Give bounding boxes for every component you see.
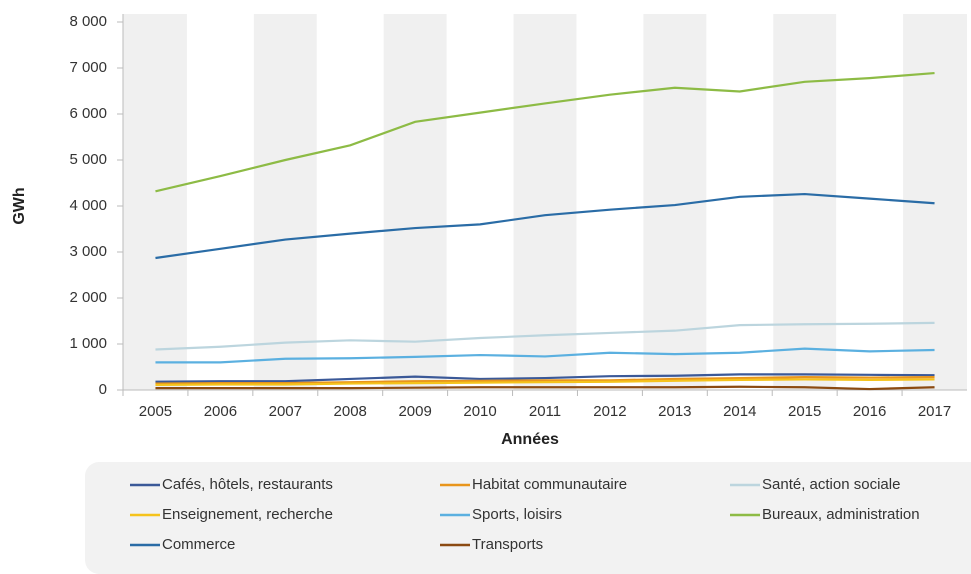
x-tick-label: 2013	[658, 403, 691, 420]
x-tick-label: 2007	[269, 403, 302, 420]
x-tick-label: 2017	[918, 403, 951, 420]
band	[382, 14, 448, 390]
series-line	[155, 378, 935, 387]
series-line	[155, 376, 935, 385]
y-tick-label: 4 000	[69, 197, 107, 214]
x-tick-label: 2010	[463, 403, 496, 420]
x-tick-label: 2006	[204, 403, 237, 420]
legend-label: Commerce	[162, 536, 235, 553]
band	[772, 14, 838, 390]
x-tick-label: 2014	[723, 403, 756, 420]
x-tick-label: 2009	[398, 403, 431, 420]
y-axis-title: GWh	[11, 187, 28, 224]
series-line	[155, 385, 935, 391]
series-line	[155, 373, 935, 383]
legend-label: Bureaux, administration	[762, 506, 920, 523]
x-tick-label: 2015	[788, 403, 821, 420]
y-tick-label: 7 000	[69, 59, 107, 76]
legend-label: Santé, action sociale	[762, 476, 900, 493]
legend-box	[85, 462, 971, 574]
y-tick-label: 3 000	[69, 243, 107, 260]
y-tick-label: 0	[99, 381, 107, 398]
legend-label: Cafés, hôtels, restaurants	[162, 476, 333, 493]
x-tick-label: 2012	[593, 403, 626, 420]
y-tick-label: 6 000	[69, 105, 107, 122]
x-tick-label: 2008	[334, 403, 367, 420]
series-line	[155, 71, 935, 193]
y-tick-label: 5 000	[69, 151, 107, 168]
y-tick-label: 1 000	[69, 335, 107, 352]
x-tick-label: 2011	[529, 403, 561, 420]
y-tick-label: 2 000	[69, 289, 107, 306]
x-tick-label: 2005	[139, 403, 172, 420]
band	[252, 14, 318, 390]
x-axis-title: Années	[501, 431, 559, 448]
series-line	[155, 347, 935, 364]
legend-label: Sports, loisirs	[472, 506, 562, 523]
legend-label: Transports	[472, 536, 543, 553]
series-line	[155, 321, 935, 351]
band	[512, 14, 578, 390]
band	[123, 14, 188, 390]
y-tick-label: 8 000	[69, 13, 107, 30]
series-line	[155, 192, 935, 260]
x-tick-label: 2016	[853, 403, 886, 420]
legend-label: Enseignement, recherche	[162, 506, 333, 523]
legend-label: Habitat communautaire	[472, 476, 627, 493]
